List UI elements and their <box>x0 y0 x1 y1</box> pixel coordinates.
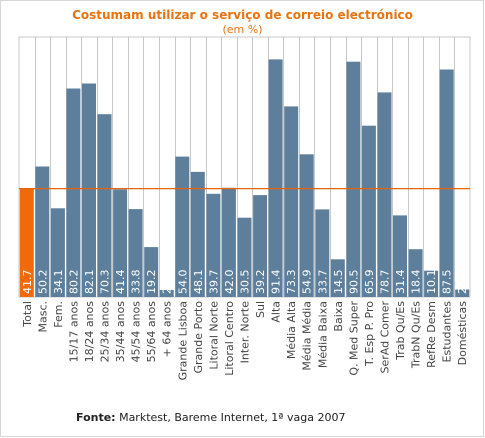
category-label-layer: Total Masc. Fem. 15/17 anos 18/24 anos 25/34 … <box>21 301 469 381</box>
bar-8 <box>144 247 159 297</box>
value-label-24: 31.4 <box>394 270 407 295</box>
category-label-24: Trab Qu/Es <box>394 301 407 361</box>
bar-11 <box>190 171 205 297</box>
value-label-3: 80.2 <box>67 270 80 295</box>
value-label-5: 70.3 <box>99 270 112 295</box>
value-label-9: 2.7 <box>161 277 174 295</box>
value-label-8: 19.2 <box>145 270 158 295</box>
bar-26 <box>424 270 439 297</box>
bar-27 <box>439 69 454 297</box>
bar-16 <box>268 59 283 298</box>
source-note: Fonte: Marktest, Bareme Internet, 1ª vag… <box>76 411 345 424</box>
category-label-1: Masc. <box>36 301 49 333</box>
value-label-26: 10.1 <box>425 270 438 295</box>
bar-9 <box>159 290 174 297</box>
chart-subtitle: (em %) <box>222 23 263 36</box>
bar-6 <box>113 189 128 297</box>
category-label-12: Litoral Norte <box>207 301 220 370</box>
bar-24 <box>393 215 407 297</box>
category-label-0: Total <box>21 301 34 328</box>
bar-25 <box>408 249 423 297</box>
category-label-10: Grande Lisboa <box>176 301 189 380</box>
value-label-13: 42.0 <box>223 270 236 295</box>
bar-17 <box>284 106 299 298</box>
category-label-9: + 64 anos <box>161 301 174 358</box>
bar-5 <box>97 114 112 297</box>
value-label-25: 18.4 <box>410 270 423 295</box>
bar-7 <box>128 209 143 297</box>
category-label-22: T. Esp P. Pro <box>363 301 376 367</box>
value-label-22: 65.9 <box>363 270 376 295</box>
value-label-15: 39.2 <box>254 270 267 295</box>
chart-title: Costumam utilizar o serviço de correio e… <box>72 8 413 22</box>
category-label-23: SerAd Comer <box>379 301 392 374</box>
category-label-17: Média Alta <box>285 301 298 359</box>
source-label: Fonte: <box>76 411 116 424</box>
category-label-16: Alta <box>270 301 283 323</box>
value-label-28: 2.9 <box>456 277 469 295</box>
category-label-5: 25/34 anos <box>99 301 112 363</box>
category-label-14: Inter. Norte <box>239 301 252 364</box>
value-label-12: 39.7 <box>207 270 220 295</box>
bar-13 <box>221 187 236 297</box>
bar-28 <box>455 289 470 297</box>
value-label-20: 14.5 <box>332 270 345 295</box>
value-label-17: 73.3 <box>285 270 298 295</box>
value-label-27: 87.5 <box>441 270 454 295</box>
category-label-25: TrabN Qu/Es <box>410 301 423 369</box>
category-label-3: 15/17 anos <box>67 301 80 363</box>
value-label-10: 54.0 <box>176 270 189 295</box>
category-label-11: Grande Porto <box>192 301 205 374</box>
bar-1 <box>35 166 50 297</box>
bar-14 <box>237 217 252 297</box>
value-label-14: 30.5 <box>239 270 252 295</box>
bar-22 <box>361 125 376 297</box>
value-label-1: 50.2 <box>36 270 49 295</box>
value-label-7: 33.8 <box>130 270 143 295</box>
value-label-23: 78.7 <box>379 270 392 295</box>
value-label-18: 54.9 <box>301 270 314 295</box>
bar-21 <box>346 61 361 298</box>
category-label-26: RefRe Desm <box>425 301 438 368</box>
source-text: Marktest, Bareme Internet, 1ª vaga 2007 <box>119 411 346 424</box>
category-label-18: Média Média <box>301 301 314 371</box>
bar-23 <box>377 92 392 298</box>
bar-12 <box>206 193 221 297</box>
category-label-13: Litoral Centro <box>223 301 236 376</box>
value-label-6: 41.4 <box>114 270 127 295</box>
bar-layer <box>19 59 470 298</box>
category-label-15: Sul <box>254 301 267 318</box>
value-label-layer: 41.7 50.2 34.1 80.2 82.1 70.3 41.4 33.8 19.2 2.7 5… <box>21 270 469 295</box>
bar-10 <box>175 156 190 297</box>
bar-4 <box>82 83 96 297</box>
category-label-19: Média Baixa <box>316 301 329 368</box>
category-label-7: 45/54 anos <box>130 301 143 363</box>
bar-18 <box>299 154 314 297</box>
bar-20 <box>330 259 345 297</box>
category-label-27: Estudantes <box>441 301 454 363</box>
bar-3 <box>66 88 81 297</box>
value-label-16: 91.4 <box>270 270 283 295</box>
category-label-2: Fem. <box>52 301 65 328</box>
bar-0 <box>19 188 34 297</box>
value-label-0: 41.7 <box>21 270 34 295</box>
category-label-6: 35/44 anos <box>114 301 127 363</box>
category-label-8: 55/64 anos <box>145 301 158 363</box>
category-label-21: Q. Med Super <box>347 301 360 376</box>
value-label-4: 82.1 <box>83 270 96 295</box>
category-label-20: Baixa <box>332 301 345 332</box>
value-label-21: 90.5 <box>347 270 360 295</box>
value-label-2: 34.1 <box>52 270 65 295</box>
bar-2 <box>50 208 65 297</box>
category-label-4: 18/24 anos <box>83 301 96 363</box>
bar-15 <box>253 195 268 297</box>
value-label-19: 33.7 <box>316 270 329 295</box>
value-label-11: 48.1 <box>192 270 205 295</box>
category-label-28: Domésticas <box>456 301 469 366</box>
bar-19 <box>315 209 330 297</box>
